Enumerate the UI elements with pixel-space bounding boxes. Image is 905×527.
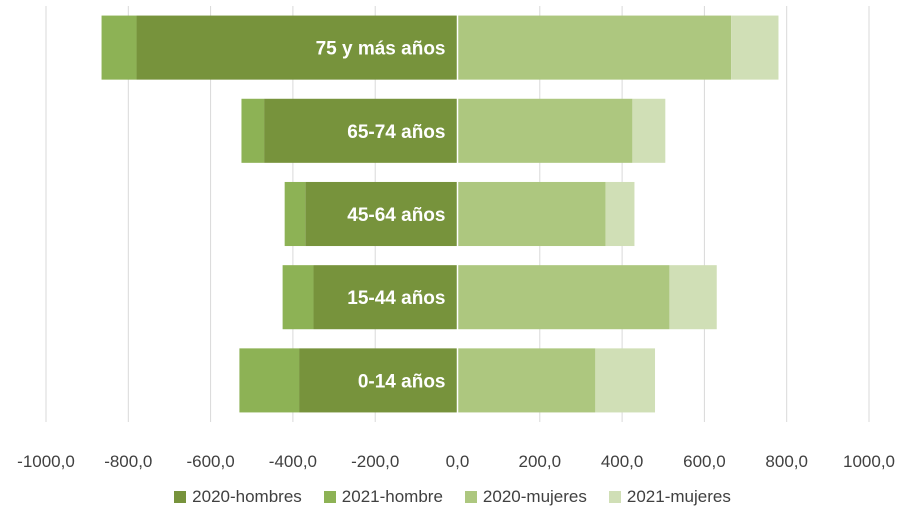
category-label: 65-74 años	[347, 122, 445, 143]
legend-item: 2020-mujeres	[464, 487, 587, 507]
bar-2021-hombre	[239, 348, 300, 413]
bar-2020-mujeres	[457, 181, 606, 247]
bar-2020-mujeres	[457, 348, 596, 413]
bar-2021-mujeres	[731, 15, 779, 80]
x-tick-label: -1000,0	[17, 452, 75, 471]
legend-label: 2021-mujeres	[626, 487, 731, 506]
category-label: 15-44 años	[347, 288, 445, 309]
bar-2021-mujeres	[595, 348, 656, 413]
category-labels: 0-14 años 15-44 años 45-64 años 65-74 años 7…	[316, 39, 446, 393]
legend-item: 2021-mujeres	[608, 487, 731, 507]
x-tick-label: -600,0	[186, 452, 234, 471]
bar-2020-hombres	[305, 181, 458, 247]
x-tick-label: 600,0	[683, 452, 726, 471]
legend-label: 2020-mujeres	[482, 487, 587, 506]
bar-2021-hombre	[241, 98, 265, 163]
bar-2020-mujeres	[457, 265, 670, 330]
x-tick-label: 400,0	[601, 452, 644, 471]
x-tick-label: -800,0	[104, 452, 152, 471]
x-tick-label: -400,0	[269, 452, 317, 471]
legend-item: 2021-hombre	[323, 487, 443, 507]
bar-2021-hombre	[284, 181, 306, 247]
legend-item: 2020-hombres	[174, 487, 302, 507]
category-label: 45-64 años	[347, 205, 445, 226]
x-tick-label: 800,0	[765, 452, 808, 471]
category-label: 0-14 años	[358, 371, 446, 392]
bar-2020-hombres	[299, 348, 458, 413]
legend-swatch	[608, 491, 621, 503]
x-axis-tick-labels: -1000,0 -800,0 -600,0 -400,0 -200,0 0,0 200,0 4…	[17, 452, 895, 471]
bar-2020-hombres	[136, 15, 458, 80]
bar-2021-mujeres	[605, 181, 635, 247]
x-tick-label: 0,0	[446, 452, 470, 471]
bar-2021-hombre	[101, 15, 137, 80]
bar-2020-hombres	[264, 98, 458, 163]
bar-2020-mujeres	[457, 15, 732, 80]
bar-2020-hombres	[313, 265, 458, 330]
x-tick-label: 1000,0	[843, 452, 895, 471]
category-label: 75 y más años	[316, 39, 446, 60]
bar-2021-mujeres	[632, 98, 666, 163]
legend-label: 2021-hombre	[341, 487, 443, 506]
bars	[101, 6, 779, 422]
legend-swatch	[323, 491, 336, 503]
bar-2021-mujeres	[669, 265, 717, 330]
legend-swatch	[174, 491, 187, 503]
legend: 2020-hombres 2021-hombre 2020-mujeres 2021-…	[0, 487, 905, 507]
bar-2020-mujeres	[457, 98, 633, 163]
legend-label: 2020-hombres	[192, 487, 302, 506]
bar-2021-hombre	[282, 265, 314, 330]
x-tick-label: 200,0	[519, 452, 562, 471]
x-tick-label: -200,0	[351, 452, 399, 471]
legend-swatch	[464, 491, 477, 503]
